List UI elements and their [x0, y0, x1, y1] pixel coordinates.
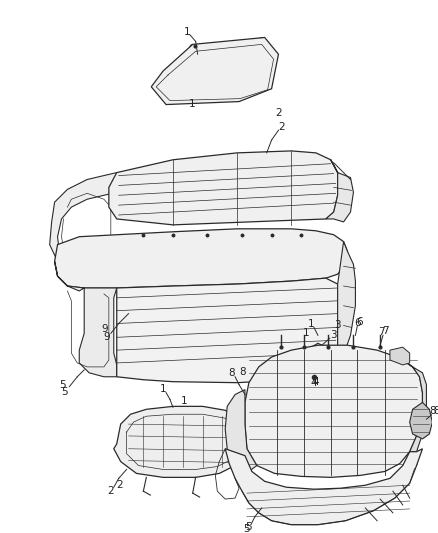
- Text: 3: 3: [334, 320, 341, 330]
- Text: 9: 9: [102, 325, 108, 334]
- Text: 4: 4: [313, 377, 319, 387]
- Polygon shape: [109, 151, 338, 225]
- Polygon shape: [225, 390, 257, 472]
- Text: 6: 6: [356, 317, 363, 327]
- Polygon shape: [245, 345, 423, 478]
- Text: 5: 5: [246, 522, 252, 532]
- Polygon shape: [114, 406, 245, 478]
- Text: 5: 5: [59, 379, 66, 390]
- Text: 5: 5: [61, 386, 68, 397]
- Text: 3: 3: [330, 330, 337, 341]
- Polygon shape: [151, 37, 279, 104]
- Text: 8: 8: [433, 406, 438, 416]
- Text: 7: 7: [378, 327, 385, 337]
- Polygon shape: [55, 261, 117, 377]
- Text: 7: 7: [381, 326, 389, 336]
- Polygon shape: [304, 343, 328, 363]
- Text: 1: 1: [184, 27, 190, 37]
- Text: 8: 8: [228, 368, 234, 378]
- Text: 2: 2: [117, 480, 123, 490]
- Text: 1: 1: [180, 397, 187, 407]
- Text: 4: 4: [311, 378, 317, 387]
- Text: 1: 1: [303, 328, 309, 338]
- Polygon shape: [331, 241, 355, 379]
- Text: 6: 6: [354, 318, 361, 327]
- Text: 5: 5: [244, 523, 250, 533]
- Text: 2: 2: [275, 108, 282, 118]
- Text: 1: 1: [160, 384, 166, 393]
- Polygon shape: [390, 347, 410, 365]
- Text: 9: 9: [103, 332, 110, 342]
- Polygon shape: [55, 229, 347, 288]
- Polygon shape: [117, 278, 338, 383]
- Polygon shape: [49, 173, 117, 276]
- Text: 1: 1: [308, 319, 314, 328]
- Text: 2: 2: [107, 486, 114, 496]
- Text: 1: 1: [188, 99, 195, 109]
- Polygon shape: [410, 402, 432, 439]
- Polygon shape: [225, 449, 423, 524]
- Text: 2: 2: [278, 122, 285, 132]
- Polygon shape: [400, 358, 427, 452]
- Polygon shape: [326, 160, 353, 222]
- Text: 8: 8: [429, 406, 436, 416]
- Text: 8: 8: [240, 367, 246, 377]
